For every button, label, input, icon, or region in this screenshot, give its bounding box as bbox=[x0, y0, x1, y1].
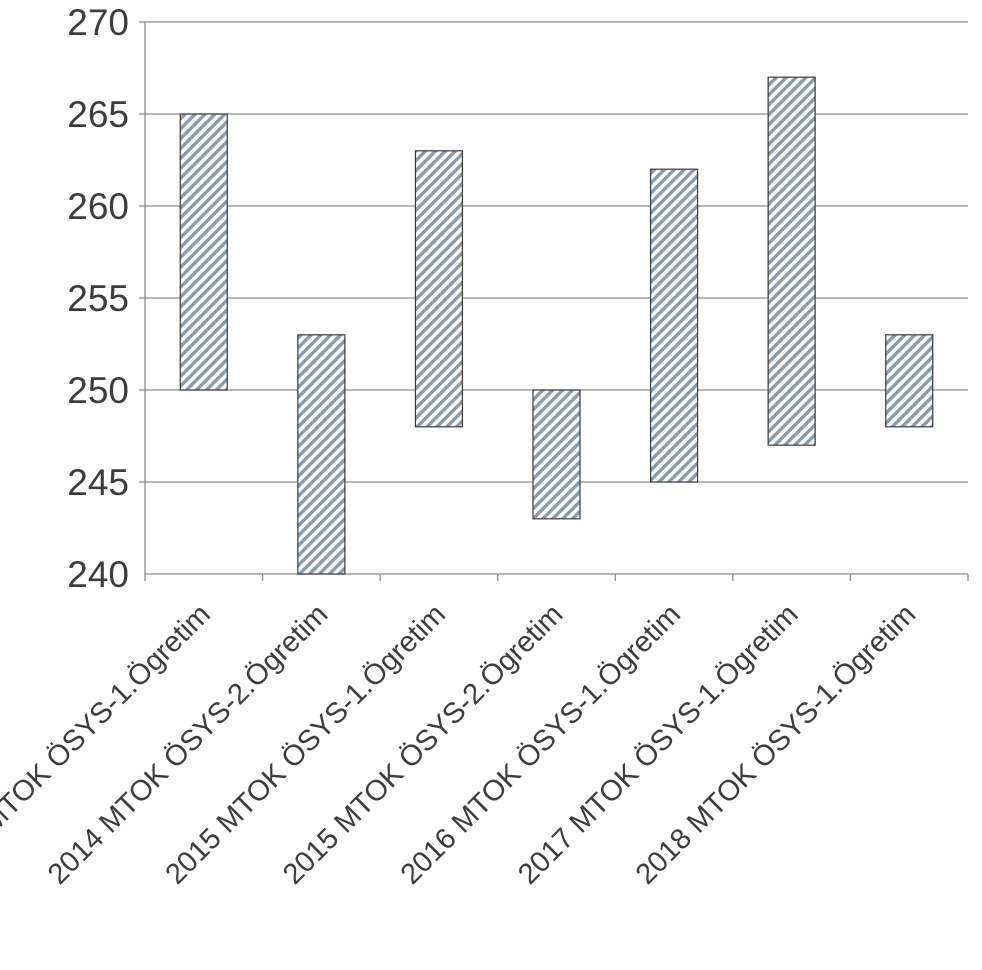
y-tick-labels: 240 245 250 255 260 265 270 bbox=[67, 2, 129, 595]
range-bar bbox=[885, 334, 934, 428]
range-bar bbox=[297, 334, 346, 575]
range-bar bbox=[414, 150, 464, 428]
range-bar bbox=[532, 389, 581, 520]
range-bar bbox=[649, 168, 699, 483]
y-tick-label: 265 bbox=[67, 94, 129, 135]
range-bar bbox=[767, 76, 816, 446]
y-tick-label: 240 bbox=[67, 554, 129, 595]
y-tick-label: 255 bbox=[67, 278, 129, 319]
bars bbox=[179, 76, 934, 575]
y-tick-label: 245 bbox=[67, 462, 129, 503]
y-tick-label: 250 bbox=[67, 370, 129, 411]
axes bbox=[144, 22, 969, 581]
range-bar bbox=[179, 113, 228, 391]
y-tick-label: 270 bbox=[67, 2, 129, 43]
gridlines bbox=[139, 21, 968, 483]
y-tick-label: 260 bbox=[67, 186, 129, 227]
